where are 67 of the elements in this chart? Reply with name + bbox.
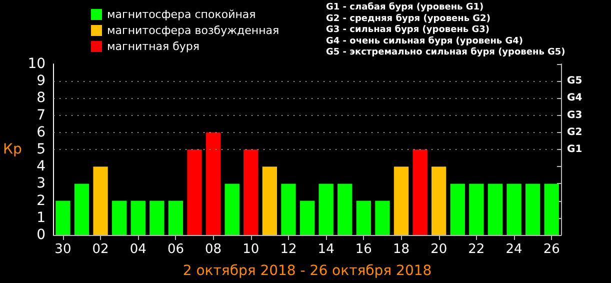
bar: [412, 150, 428, 235]
ref-line-label: G1: [567, 144, 582, 155]
text: G4 - очень сильная буря (уровень G4): [326, 35, 524, 46]
bar: [338, 184, 352, 235]
text: G3 - сильная буря (уровень G3): [326, 24, 490, 36]
y-tick-label: 0: [36, 227, 46, 243]
bar: [544, 184, 559, 235]
bar: [244, 150, 258, 235]
bar: [74, 184, 90, 235]
x-tick-label: 10: [242, 242, 260, 257]
bar: [93, 166, 108, 235]
bar: [224, 184, 240, 235]
x-tick-label: 12: [280, 242, 297, 257]
x-tick-label: 24: [506, 242, 522, 257]
text: G2 - средняя буря (уровень G2): [326, 12, 490, 24]
bar: [112, 200, 127, 235]
bar: [450, 184, 465, 235]
bar: [168, 200, 184, 235]
x-tick-label: 18: [392, 242, 410, 257]
x-tick-label: 20: [430, 242, 448, 257]
bar: [150, 200, 164, 235]
bar: [432, 166, 446, 235]
bar: [318, 184, 334, 235]
bar: [281, 184, 296, 235]
x-tick-label: 04: [130, 242, 146, 257]
bar: [356, 200, 371, 235]
bar: [56, 200, 70, 235]
text: G5 - экстремально сильная буря (уровень G5): [326, 46, 566, 58]
x-tick-label: 08: [205, 242, 222, 257]
x-axis-title: 2 октября 2018 - 26 октября 2018: [182, 263, 432, 279]
bar: [488, 184, 503, 235]
y-tick-label: 7: [36, 107, 46, 124]
x-tick-label: 30: [54, 242, 72, 257]
bar: [506, 184, 522, 235]
x-tick-label: 14: [318, 242, 334, 257]
bar: [525, 184, 540, 235]
x-tick-label: 26: [543, 242, 560, 257]
y-tick-label: 2: [36, 192, 46, 209]
x-tick-label: 06: [167, 242, 184, 257]
bar: [262, 166, 278, 235]
y-tick-label: 4: [36, 158, 46, 175]
bar: [375, 200, 390, 235]
bar: [206, 132, 221, 235]
x-tick-label: 22: [468, 242, 485, 257]
bar: [300, 200, 315, 235]
ref-line-label: G2: [567, 126, 582, 138]
y-tick-label: 9: [36, 73, 46, 90]
y-tick-label: 10: [28, 56, 46, 72]
x-tick-label: 02: [92, 242, 109, 257]
ref-line-label: G4: [567, 92, 582, 104]
bar: [469, 184, 484, 235]
y-axis-title: Кр: [3, 142, 22, 158]
ref-line-label: G3: [567, 110, 582, 121]
y-tick-label: 1: [36, 210, 46, 226]
y-tick-label: 6: [36, 124, 46, 140]
ref-line-label: G5: [567, 76, 582, 87]
legend-label: магнитная буря: [107, 40, 200, 53]
bar: [394, 166, 409, 235]
y-tick-label: 3: [36, 176, 46, 192]
bar: [187, 150, 202, 235]
y-tick-label: 5: [36, 142, 46, 158]
bar: [130, 200, 146, 235]
legend-label: магнитосфера возбужденная: [107, 24, 280, 37]
text: G1 - слабая буря (уровень G1): [326, 2, 484, 12]
legend-label: магнитосфера спокойная: [107, 8, 256, 21]
y-tick-label: 8: [36, 90, 46, 106]
x-tick-label: 16: [355, 242, 372, 257]
